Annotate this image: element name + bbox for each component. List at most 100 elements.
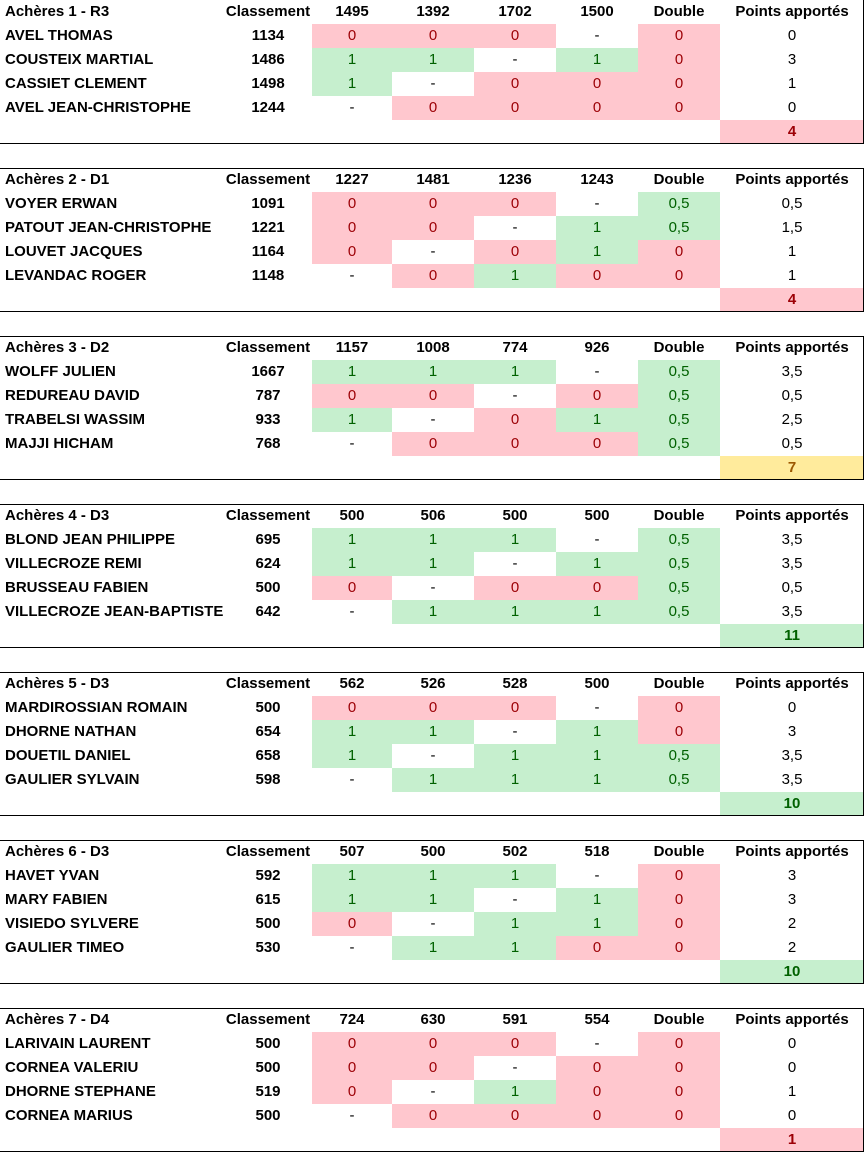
header-opponent-rank: 506 xyxy=(420,507,446,524)
team-total: 11 xyxy=(720,624,864,648)
double-result: 0,5 xyxy=(638,744,720,768)
match-result: 1 xyxy=(312,888,392,912)
table-border-top xyxy=(0,336,864,337)
match-result: 0 xyxy=(556,384,638,408)
match-result: 0 xyxy=(556,72,638,96)
player-rank: 654 xyxy=(255,723,281,740)
match-result: - xyxy=(349,99,355,116)
match-result: 1 xyxy=(392,360,474,384)
team-title: Achères 6 - D3 xyxy=(5,843,110,860)
team-block: Achères 1 - R3 Classement 1495 1392 1702 1500… xyxy=(0,0,864,144)
match-result: 1 xyxy=(474,864,556,888)
match-result: 1 xyxy=(474,912,556,936)
match-result: 0 xyxy=(392,96,474,120)
team-title: Achères 3 - D2 xyxy=(5,339,110,356)
match-result: 0 xyxy=(392,192,474,216)
points-contributed: 0,5 xyxy=(781,195,803,212)
empty-cell xyxy=(638,624,720,648)
empty-cell xyxy=(556,288,638,312)
match-result: 1 xyxy=(474,1080,556,1104)
player-rank: 598 xyxy=(255,771,281,788)
table-border-bottom xyxy=(0,815,864,816)
double-result: 0 xyxy=(638,912,720,936)
match-result: - xyxy=(512,387,518,404)
match-result: - xyxy=(349,267,355,284)
match-result: - xyxy=(430,747,436,764)
match-result: 1 xyxy=(556,768,638,792)
player-rank: 519 xyxy=(255,1083,281,1100)
empty-cell xyxy=(556,120,638,144)
empty-cell xyxy=(312,792,392,816)
match-result: 1 xyxy=(474,360,556,384)
empty-cell xyxy=(392,288,474,312)
match-result: 1 xyxy=(312,72,392,96)
header-classement: Classement xyxy=(225,1011,311,1028)
empty-cell xyxy=(474,1128,556,1152)
empty-cell xyxy=(392,792,474,816)
match-result: - xyxy=(349,435,355,452)
double-result: 0,5 xyxy=(638,576,720,600)
header-opponent-rank: 591 xyxy=(502,1011,528,1028)
header-opponent-rank: 1392 xyxy=(416,3,450,20)
match-result: 1 xyxy=(474,936,556,960)
double-result: 0,5 xyxy=(638,432,720,456)
match-result: 1 xyxy=(392,600,474,624)
double-result: 0 xyxy=(638,96,720,120)
team-total: 4 xyxy=(720,288,864,312)
player-rank: 642 xyxy=(255,603,281,620)
empty-cell xyxy=(0,792,224,816)
match-result: - xyxy=(430,1083,436,1100)
match-result: 0 xyxy=(312,24,392,48)
header-opponent-rank: 500 xyxy=(584,507,610,524)
double-result: 0,5 xyxy=(638,528,720,552)
double-result: 0 xyxy=(638,1056,720,1080)
player-rank: 1486 xyxy=(251,51,285,68)
double-result: 0,5 xyxy=(638,408,720,432)
match-result: 0 xyxy=(556,1056,638,1080)
empty-cell xyxy=(392,456,474,480)
player-name: REDUREAU DAVID xyxy=(5,387,140,404)
empty-cell xyxy=(638,1128,720,1152)
match-result: 1 xyxy=(312,552,392,576)
player-rank: 1134 xyxy=(251,27,285,44)
points-contributed: 3,5 xyxy=(781,771,803,788)
player-name: DHORNE STEPHANE xyxy=(5,1083,156,1100)
player-rank: 787 xyxy=(255,387,281,404)
match-result: 1 xyxy=(556,888,638,912)
header-opponent-rank: 562 xyxy=(339,675,365,692)
player-name: BRUSSEAU FABIEN xyxy=(5,579,149,596)
match-result: 0 xyxy=(312,912,392,936)
points-contributed: 0 xyxy=(787,99,797,116)
table-border-bottom xyxy=(0,143,864,144)
team-table: Achères 3 - D2 Classement 1157 1008 774 926 Do… xyxy=(0,336,864,480)
player-name: TRABELSI WASSIM xyxy=(5,411,146,428)
points-contributed: 2,5 xyxy=(781,411,803,428)
match-result: - xyxy=(512,891,518,908)
player-name: CORNEA VALERIU xyxy=(5,1059,139,1076)
match-result: 1 xyxy=(474,768,556,792)
header-points: Points apportés xyxy=(735,843,849,860)
points-contributed: 1 xyxy=(787,75,797,92)
match-result: 0 xyxy=(312,384,392,408)
team-title: Achères 2 - D1 xyxy=(5,171,110,188)
points-contributed: 3,5 xyxy=(781,603,803,620)
header-points: Points apportés xyxy=(735,171,849,188)
match-result: - xyxy=(349,771,355,788)
empty-cell xyxy=(474,120,556,144)
match-result: 0 xyxy=(474,1032,556,1056)
match-result: - xyxy=(349,603,355,620)
table-border-top xyxy=(0,672,864,673)
points-contributed: 1,5 xyxy=(781,219,803,236)
match-result: 0 xyxy=(556,1104,638,1128)
match-result: 1 xyxy=(392,48,474,72)
match-result: 0 xyxy=(474,1104,556,1128)
match-result: - xyxy=(512,51,518,68)
double-result: 0 xyxy=(638,1104,720,1128)
empty-cell xyxy=(224,960,312,984)
match-result: - xyxy=(430,579,436,596)
double-result: 0 xyxy=(638,264,720,288)
match-result: 1 xyxy=(556,744,638,768)
empty-cell xyxy=(638,960,720,984)
player-name: GAULIER TIMEO xyxy=(5,939,125,956)
double-result: 0 xyxy=(638,720,720,744)
